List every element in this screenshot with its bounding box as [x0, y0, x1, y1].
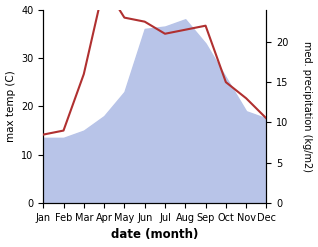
Y-axis label: med. precipitation (kg/m2): med. precipitation (kg/m2): [302, 41, 313, 172]
Y-axis label: max temp (C): max temp (C): [5, 70, 16, 142]
X-axis label: date (month): date (month): [111, 228, 198, 242]
